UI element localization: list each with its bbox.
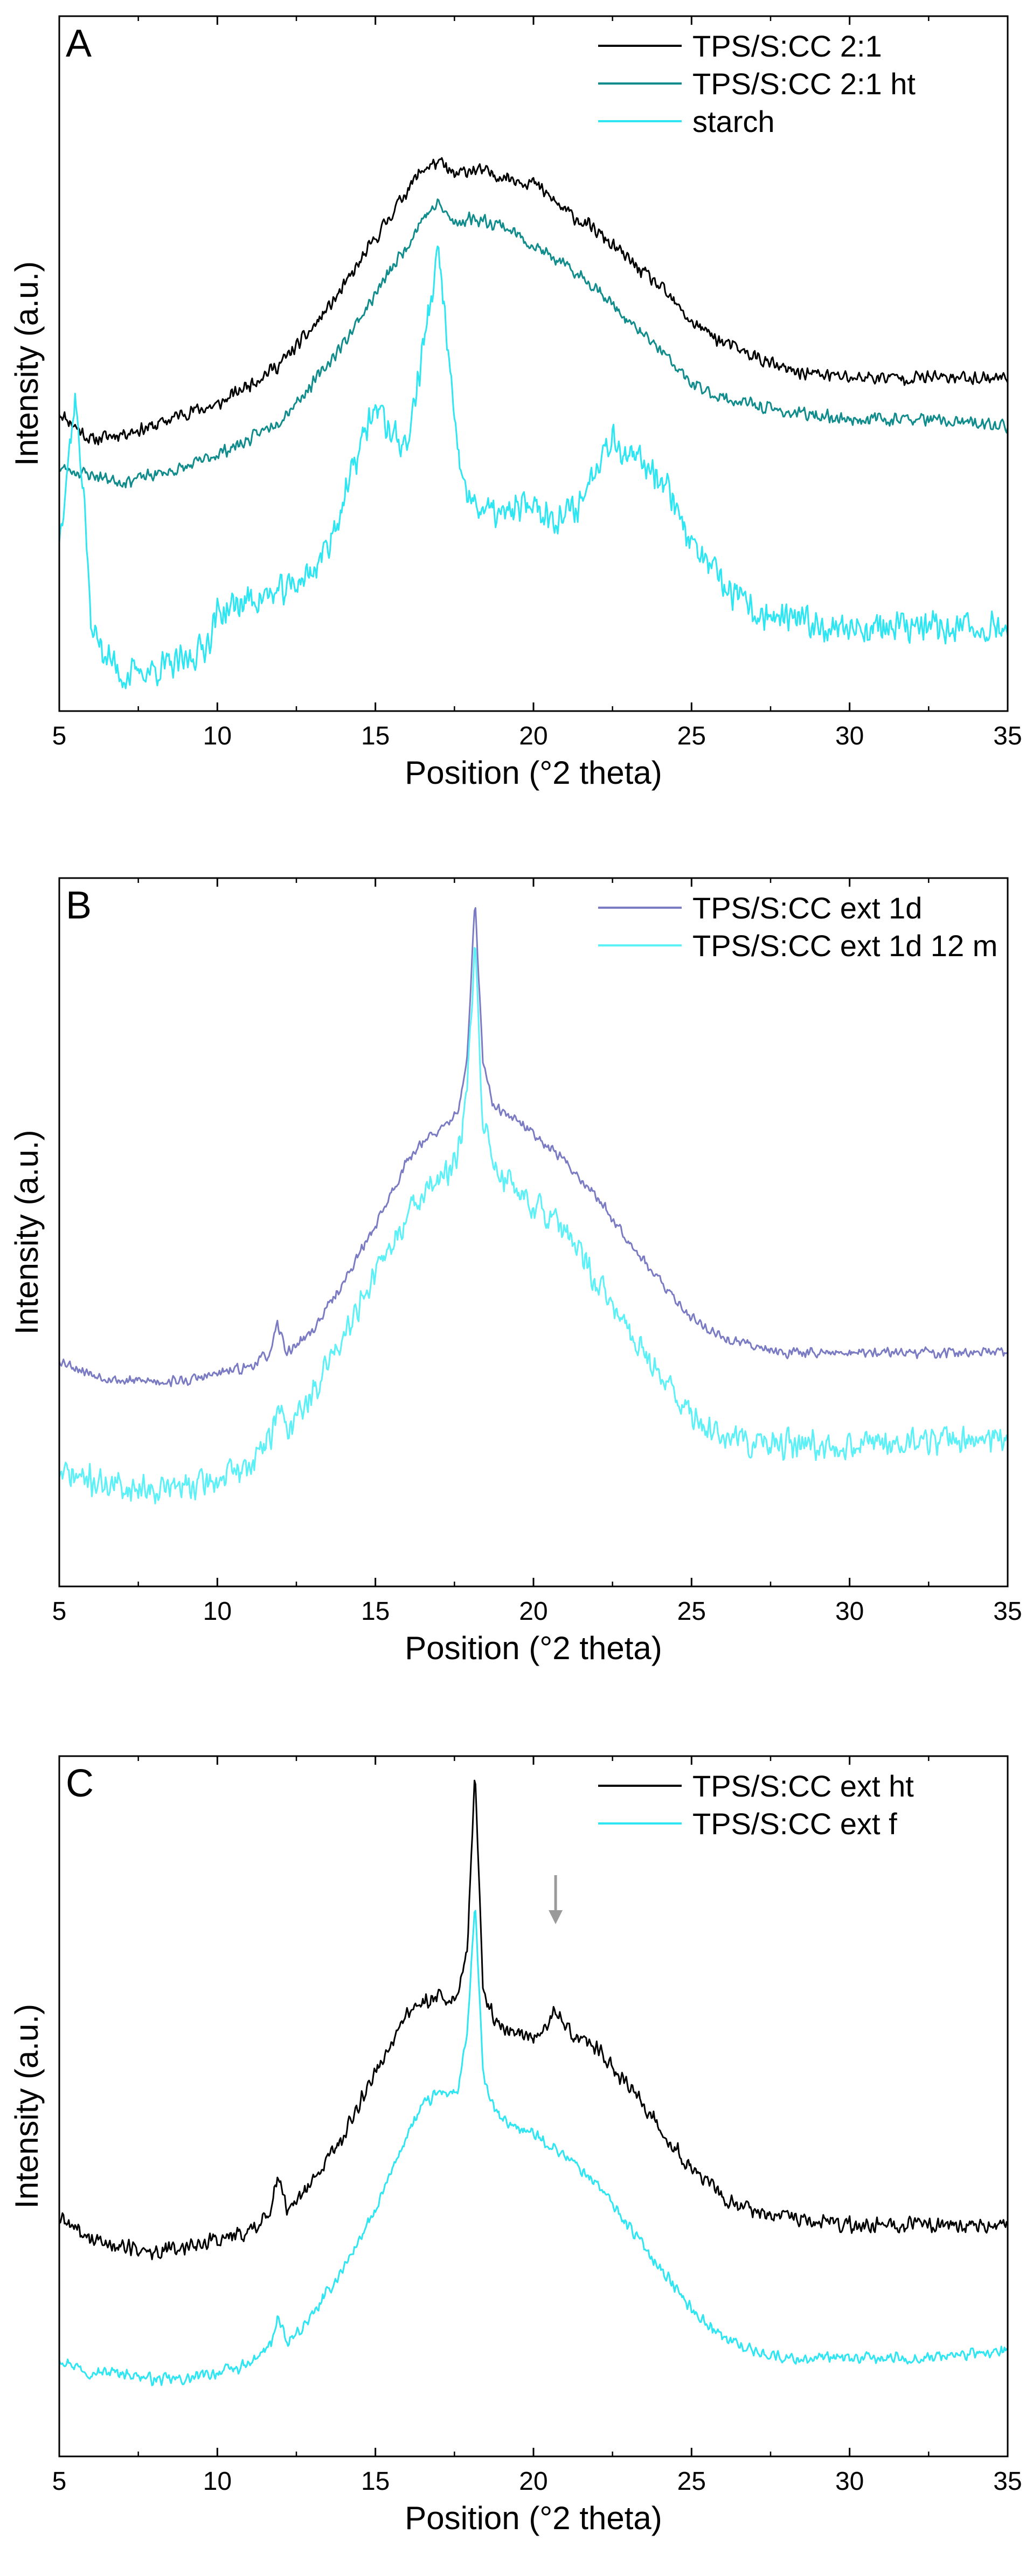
x-tick-label: 20 [519, 722, 547, 750]
legend: TPS/S:CC ext 1d TPS/S:CC ext 1d 12 m [598, 891, 997, 963]
x-tick-label: 30 [835, 1597, 864, 1626]
x-tick-label: 35 [993, 722, 1022, 750]
series-line-0 [59, 157, 1008, 445]
panel-a: 5 10 15 20 25 30 35 Position (°2 theta) Intensit… [9, 15, 1022, 791]
x-axis-label: Position (°2 theta) [405, 755, 662, 791]
x-tick-label: 35 [993, 2467, 1022, 2496]
x-tick-label: 10 [203, 1597, 232, 1626]
x-tick-label: 30 [835, 2467, 864, 2496]
x-tick-label: 30 [835, 722, 864, 750]
x-tick-label: 20 [519, 2467, 547, 2496]
x-tick-label: 10 [203, 722, 232, 750]
series-line-0 [59, 1779, 1008, 2260]
panel-letter: B [66, 884, 92, 927]
series-line-0 [59, 907, 1008, 1387]
x-tick-label: 35 [993, 1597, 1022, 1626]
legend-label: TPS/S:CC 2:1 ht [692, 67, 916, 101]
legend-label: TPS/S:CC 2:1 [692, 29, 882, 63]
series-line-1 [59, 1910, 1008, 2386]
x-tick-label: 20 [519, 1597, 547, 1626]
legend: TPS/S:CC 2:1 TPS/S:CC 2:1 ht starch [598, 29, 916, 138]
annotation-arrow-head [549, 1910, 563, 1924]
x-tick-label: 15 [361, 1597, 390, 1626]
panel-letter: A [66, 22, 92, 65]
plot-frame [58, 1755, 1009, 2457]
x-tick-label: 5 [52, 1597, 67, 1626]
series-line-1 [59, 198, 1008, 489]
x-tick-label: 15 [361, 2467, 390, 2496]
series-line-1 [59, 946, 1008, 1505]
x-tick-label: 25 [677, 1597, 706, 1626]
legend-label: TPS/S:CC ext 1d [692, 891, 922, 925]
x-tick-label: 25 [677, 722, 706, 750]
x-axis-label: Position (°2 theta) [405, 2500, 662, 2536]
panel-c: 5 10 15 20 25 30 35 Position (°2 theta) Intensit… [9, 1755, 1022, 2536]
legend-label: TPS/S:CC ext 1d 12 m [692, 929, 997, 963]
y-axis-label: Intensity (a.u.) [9, 1130, 45, 1334]
y-axis-label: Intensity (a.u.) [9, 261, 45, 466]
x-tick-label: 25 [677, 2467, 706, 2496]
x-tick-label: 5 [52, 2467, 67, 2496]
y-axis-label: Intensity (a.u.) [9, 2004, 45, 2209]
x-axis-label: Position (°2 theta) [405, 1630, 662, 1666]
legend: TPS/S:CC ext ht TPS/S:CC ext f [598, 1769, 914, 1841]
panel-letter: C [66, 1762, 94, 1805]
plot-frame [58, 15, 1009, 712]
panel-b: 5 10 15 20 25 30 35 Position (°2 theta) Intensit… [9, 877, 1022, 1666]
x-tick-label: 10 [203, 2467, 232, 2496]
x-tick-label: 5 [52, 722, 67, 750]
plot-frame [58, 877, 1009, 1588]
legend-label: starch [692, 105, 775, 138]
series-line-2 [59, 245, 1008, 690]
legend-label: TPS/S:CC ext ht [692, 1769, 914, 1803]
x-tick-label: 15 [361, 722, 390, 750]
legend-label: TPS/S:CC ext f [692, 1807, 897, 1841]
